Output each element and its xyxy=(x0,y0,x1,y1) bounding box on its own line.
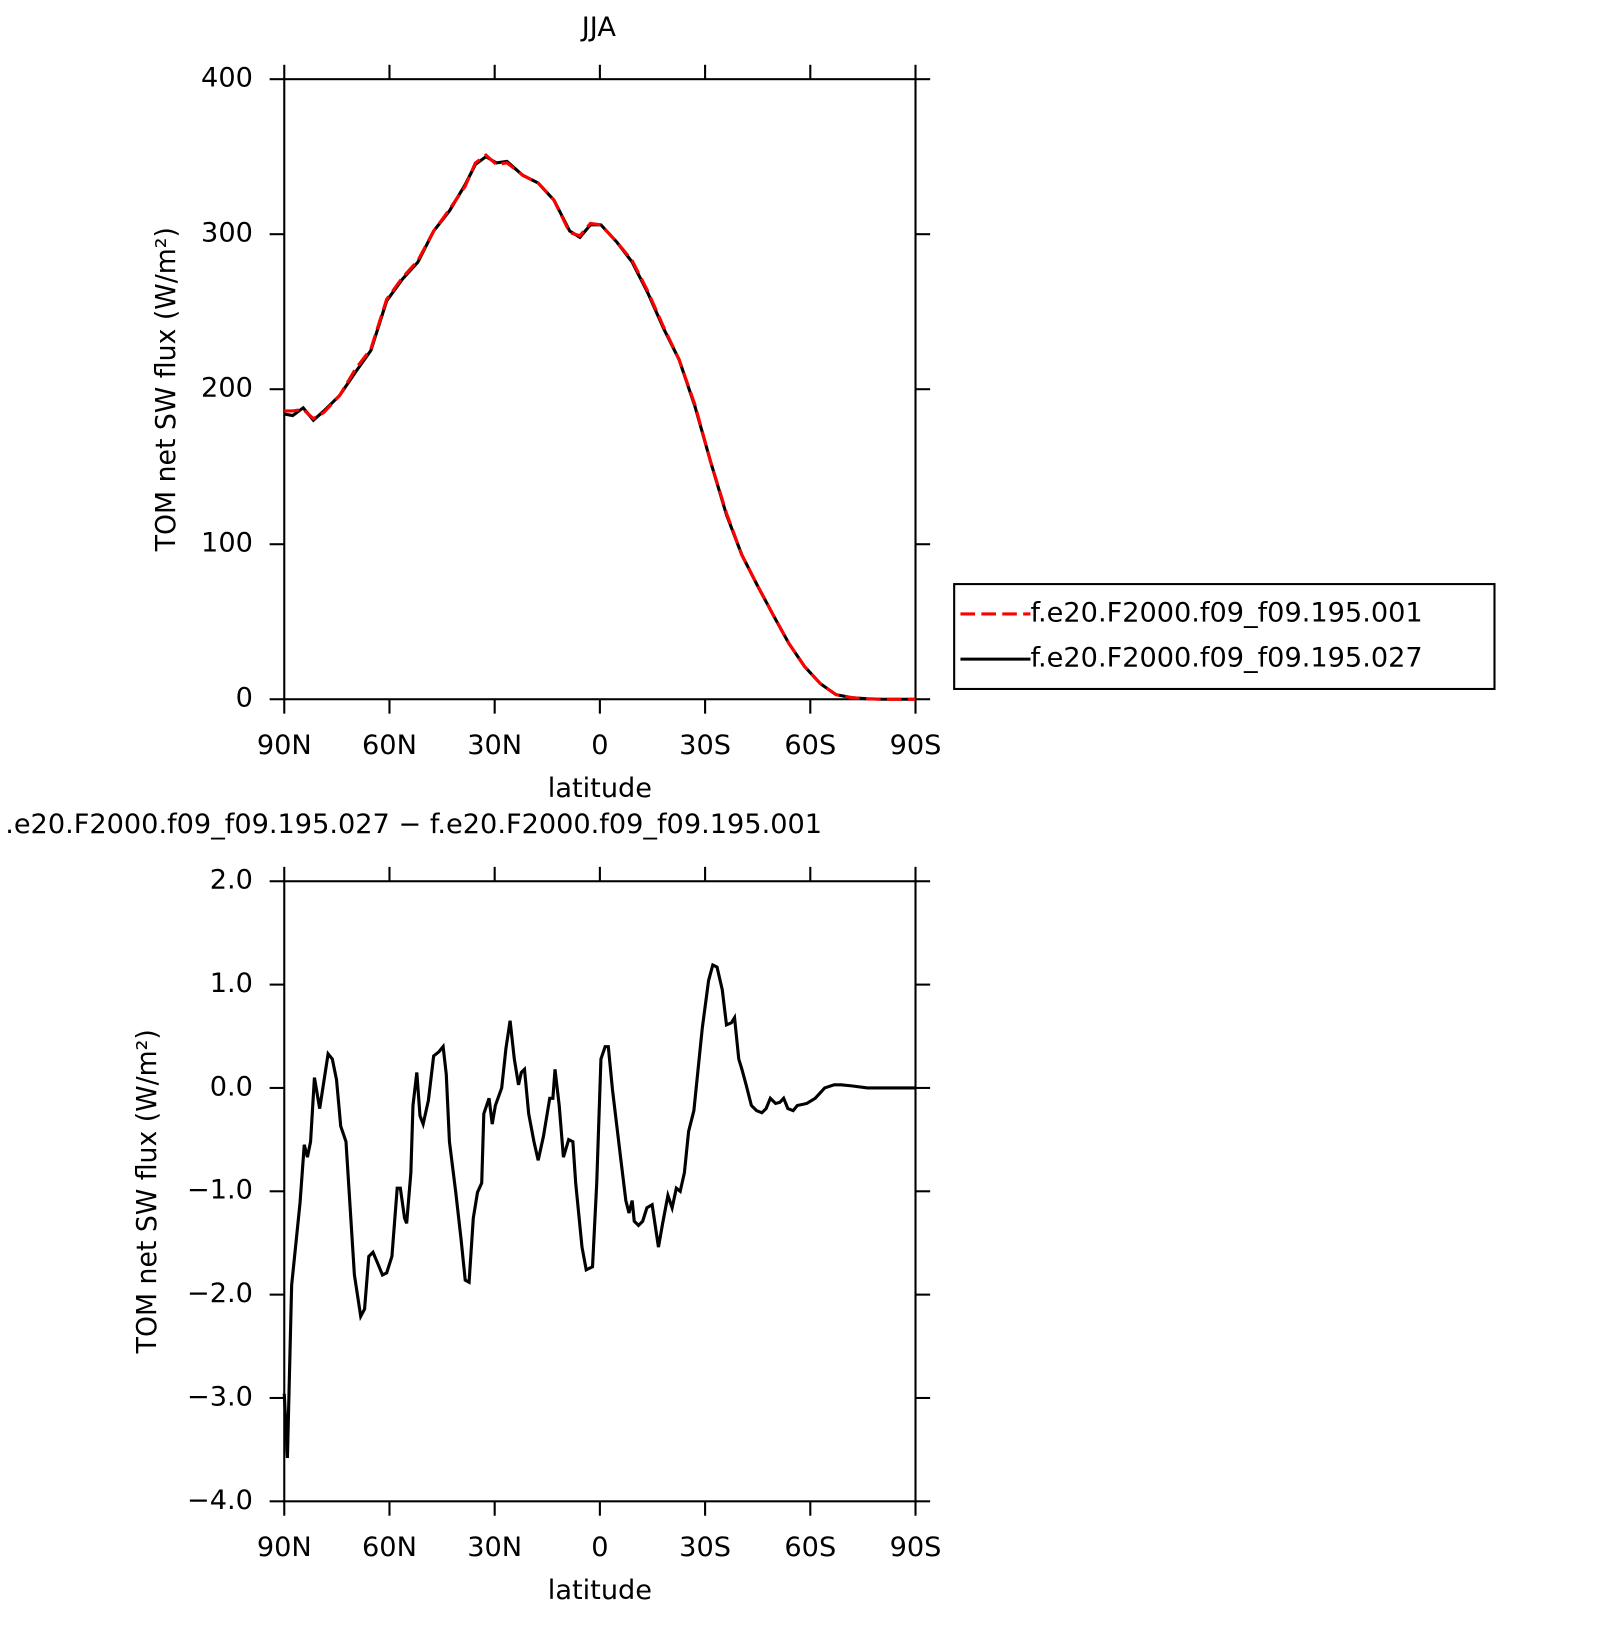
x-tick-label: 60S xyxy=(784,1532,836,1563)
x-tick-label: 60N xyxy=(362,730,417,761)
x-tick-label: 30N xyxy=(467,730,522,761)
data-line xyxy=(283,154,916,701)
y-tick-label: 300 xyxy=(201,218,253,249)
plot-frame xyxy=(283,78,917,701)
x-axis-label: latitude xyxy=(548,773,652,804)
legend-label: f.e20.F2000.f09_f09.195.027 xyxy=(1030,643,1422,674)
y-tick-label: 0 xyxy=(236,683,253,714)
y-tick-label: −3.0 xyxy=(187,1382,253,1413)
x-tick-label: 60S xyxy=(784,730,836,761)
y-tick-label: 0.0 xyxy=(210,1072,253,1103)
legend: f.e20.F2000.f09_f09.195.001 f.e20.F2000.f… xyxy=(953,583,1496,690)
x-tick-label: 30S xyxy=(679,730,731,761)
data-line xyxy=(282,962,916,1458)
plot-frame xyxy=(283,880,917,1503)
y-tick-label: −1.0 xyxy=(187,1175,253,1206)
y-axis-label: TOM net SW flux (W/m²) xyxy=(132,1029,163,1354)
x-tick-label: 90N xyxy=(257,1532,312,1563)
x-tick-label: 0 xyxy=(591,1532,608,1563)
y-tick-label: 2.0 xyxy=(210,865,253,896)
x-tick-label: 60N xyxy=(362,1532,417,1563)
data-line xyxy=(284,153,916,701)
x-axis-label: latitude xyxy=(548,1575,652,1606)
legend-label: f.e20.F2000.f09_f09.195.001 xyxy=(1030,598,1422,629)
y-tick-label: 100 xyxy=(201,528,253,559)
x-tick-label: 30S xyxy=(679,1532,731,1563)
x-tick-label: 30N xyxy=(467,1532,522,1563)
x-tick-label: 90N xyxy=(257,730,312,761)
y-tick-label: 1.0 xyxy=(210,968,253,999)
y-tick-label: −2.0 xyxy=(187,1278,253,1309)
chart-title: .e20.F2000.f09_f09.195.027 − f.e20.F2000… xyxy=(5,809,822,840)
y-axis-label: TOM net SW flux (W/m²) xyxy=(151,227,182,552)
chart-title: JJA xyxy=(580,12,617,43)
y-tick-label: −4.0 xyxy=(187,1485,253,1516)
y-tick-label: 400 xyxy=(201,63,253,94)
x-tick-label: 90S xyxy=(890,1532,942,1563)
legend-box xyxy=(953,583,1496,690)
y-tick-label: 200 xyxy=(201,373,253,404)
x-tick-label: 90S xyxy=(890,730,942,761)
x-tick-label: 0 xyxy=(591,730,608,761)
